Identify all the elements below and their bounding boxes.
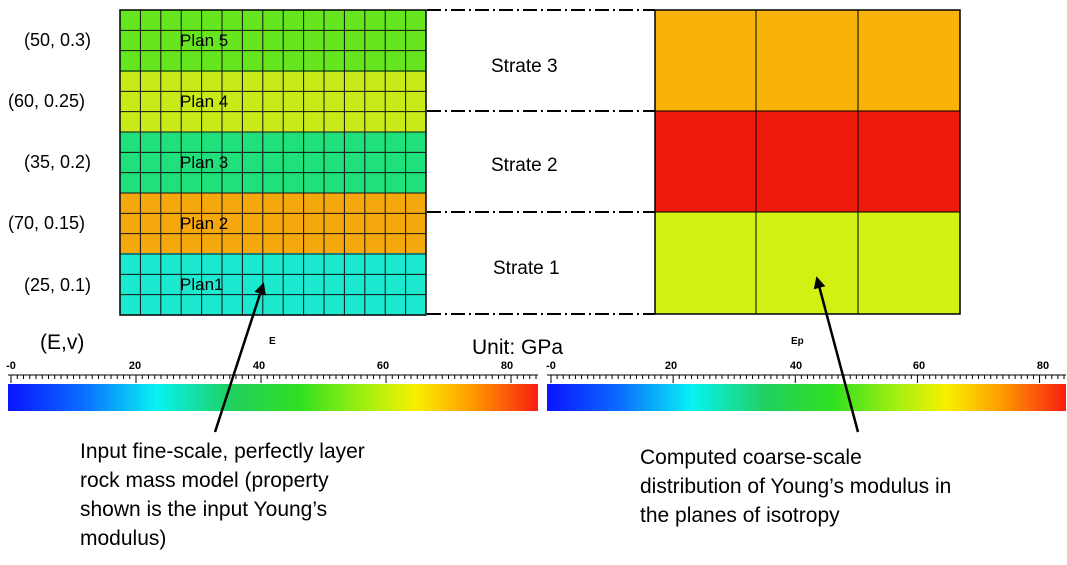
layer-band-3 [120, 132, 426, 193]
stratum-block-1 [655, 212, 960, 314]
right-tick-label: 40 [789, 360, 803, 372]
strate-2-label: Strate 2 [491, 155, 558, 176]
layer-1-properties: (25, 0.1) [24, 275, 92, 295]
right-caption: Computed coarse-scale distribution of Yo… [640, 443, 1060, 530]
strata-connectors [427, 9, 655, 315]
layer-band-1 [120, 253, 426, 315]
left-caption-line: modulus) [80, 527, 167, 550]
left-caption-line: rock mass model (property [80, 469, 329, 492]
left-colorbar [8, 374, 538, 411]
right-colorbar [547, 374, 1066, 411]
left-tick-label: 80 [500, 360, 514, 372]
layer-2-properties: (70, 0.15) [8, 213, 86, 233]
layer-band-5 [120, 10, 426, 72]
plan-4-label: Plan 4 [180, 92, 229, 111]
right-caption-line: distribution of Young’s modulus in [640, 475, 952, 498]
fine-model-border [119, 9, 427, 316]
plan-3-label: Plan 3 [180, 153, 229, 172]
right-colorbar-title: Ep [791, 336, 804, 347]
right-tick-label: 80 [1036, 360, 1050, 372]
layer-4-properties: (60, 0.25) [8, 91, 86, 111]
right-tick-label: -0 [546, 360, 556, 372]
layer-5-properties: (50, 0.3) [24, 30, 92, 50]
left-tick-label: 60 [376, 360, 390, 372]
plan-2-label: Plan 2 [180, 214, 229, 233]
plan-1-label: Plan1 [180, 275, 224, 294]
coarse-model-border [654, 9, 961, 315]
right-caption-line: Computed coarse-scale [640, 446, 862, 469]
left-caption: Input fine-scale, perfectly layer rock m… [80, 437, 500, 553]
strate-3-label: Strate 3 [491, 56, 558, 77]
layer-3-properties: (35, 0.2) [24, 152, 92, 172]
right-colorbar-gradient [547, 384, 1066, 411]
unit-label: Unit: GPa [472, 336, 564, 359]
strate-1-label: Strate 1 [493, 258, 560, 279]
right-tick-label: 20 [664, 360, 678, 372]
left-pointer-arrow [213, 282, 266, 433]
left-tick-label: 20 [128, 360, 142, 372]
fine-mesh-grid [120, 10, 426, 315]
right-tick-label: 60 [912, 360, 926, 372]
left-tick-label: 40 [252, 360, 266, 372]
layer-band-4 [120, 72, 426, 132]
stratum-block-3 [655, 10, 960, 111]
stratum-block-2 [655, 111, 960, 212]
left-colorbar-gradient [8, 384, 538, 411]
plan-5-label: Plan 5 [180, 31, 229, 50]
left-caption-line: Input fine-scale, perfectly layer [80, 440, 365, 463]
coarse-mesh-grid [655, 10, 960, 314]
left-caption-line: shown is the input Young’s [80, 498, 328, 521]
left-tick-label: -0 [6, 360, 16, 372]
left-colorbar-title: E [269, 336, 276, 347]
coarse-scale-model [654, 9, 961, 315]
fine-scale-model [119, 9, 427, 316]
layer-band-2 [120, 193, 426, 253]
right-pointer-arrow [813, 276, 860, 433]
right-caption-line: the planes of isotropy [640, 504, 840, 527]
property-pair-legend: (E,v) [40, 331, 85, 354]
